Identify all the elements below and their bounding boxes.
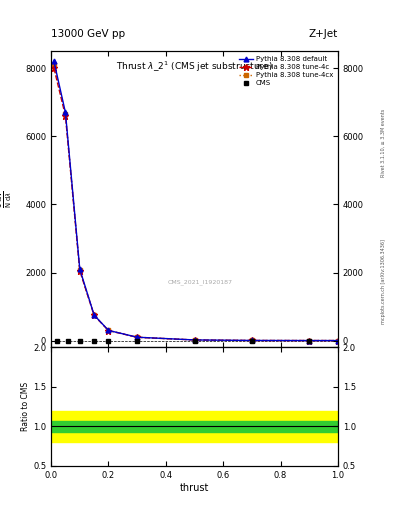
Pythia 8.308 tune-4cx	[63, 111, 68, 117]
X-axis label: thrust: thrust	[180, 482, 209, 493]
Pythia 8.308 default	[192, 337, 197, 343]
Text: Z+Jet: Z+Jet	[309, 29, 338, 39]
Line: Pythia 8.308 default: Pythia 8.308 default	[51, 59, 340, 343]
Pythia 8.308 tune-4cx	[77, 267, 82, 273]
Pythia 8.308 tune-4cx	[92, 312, 97, 318]
Legend: Pythia 8.308 default, Pythia 8.308 tune-4c, Pythia 8.308 tune-4cx, CMS: Pythia 8.308 default, Pythia 8.308 tune-…	[238, 55, 334, 88]
Text: Rivet 3.1.10, ≥ 3.3M events: Rivet 3.1.10, ≥ 3.3M events	[381, 109, 386, 178]
Text: 13000 GeV pp: 13000 GeV pp	[51, 29, 125, 39]
Pythia 8.308 tune-4cx	[192, 337, 197, 343]
Pythia 8.308 default	[307, 337, 312, 344]
Pythia 8.308 tune-4c	[63, 113, 68, 119]
Pythia 8.308 tune-4c	[77, 268, 82, 274]
Pythia 8.308 default	[63, 110, 68, 116]
Text: $\frac{1}{\mathrm{N}}\frac{\mathrm{d}N}{\mathrm{d}\lambda}$: $\frac{1}{\mathrm{N}}\frac{\mathrm{d}N}{…	[0, 190, 14, 208]
Text: CMS_2021_I1920187: CMS_2021_I1920187	[168, 280, 233, 285]
Pythia 8.308 tune-4cx	[307, 337, 312, 344]
Pythia 8.308 tune-4cx	[336, 337, 340, 344]
Pythia 8.308 tune-4c	[192, 337, 197, 343]
Pythia 8.308 tune-4cx	[135, 334, 140, 340]
Pythia 8.308 default	[51, 58, 56, 65]
Y-axis label: Ratio to CMS: Ratio to CMS	[21, 382, 30, 431]
Pythia 8.308 tune-4c	[51, 65, 56, 71]
Pythia 8.308 tune-4cx	[106, 327, 111, 333]
Pythia 8.308 tune-4c	[250, 337, 254, 344]
Pythia 8.308 default	[92, 312, 97, 318]
Line: Pythia 8.308 tune-4c: Pythia 8.308 tune-4c	[51, 65, 341, 344]
Text: Thrust $\lambda\_2^1$ (CMS jet substructure): Thrust $\lambda\_2^1$ (CMS jet substruct…	[116, 60, 273, 74]
Pythia 8.308 default	[77, 266, 82, 272]
Pythia 8.308 tune-4cx	[250, 337, 254, 344]
Pythia 8.308 tune-4cx	[51, 62, 56, 68]
Pythia 8.308 tune-4c	[307, 337, 312, 344]
Text: mcplots.cern.ch [arXiv:1306.3436]: mcplots.cern.ch [arXiv:1306.3436]	[381, 239, 386, 324]
Pythia 8.308 default	[336, 337, 340, 344]
Pythia 8.308 default	[106, 327, 111, 333]
Pythia 8.308 default	[250, 337, 254, 344]
Pythia 8.308 tune-4c	[92, 312, 97, 318]
Line: Pythia 8.308 tune-4cx: Pythia 8.308 tune-4cx	[52, 63, 340, 343]
Pythia 8.308 tune-4c	[135, 334, 140, 340]
Pythia 8.308 tune-4c	[336, 337, 340, 344]
Pythia 8.308 default	[135, 334, 140, 340]
Pythia 8.308 tune-4c	[106, 328, 111, 334]
